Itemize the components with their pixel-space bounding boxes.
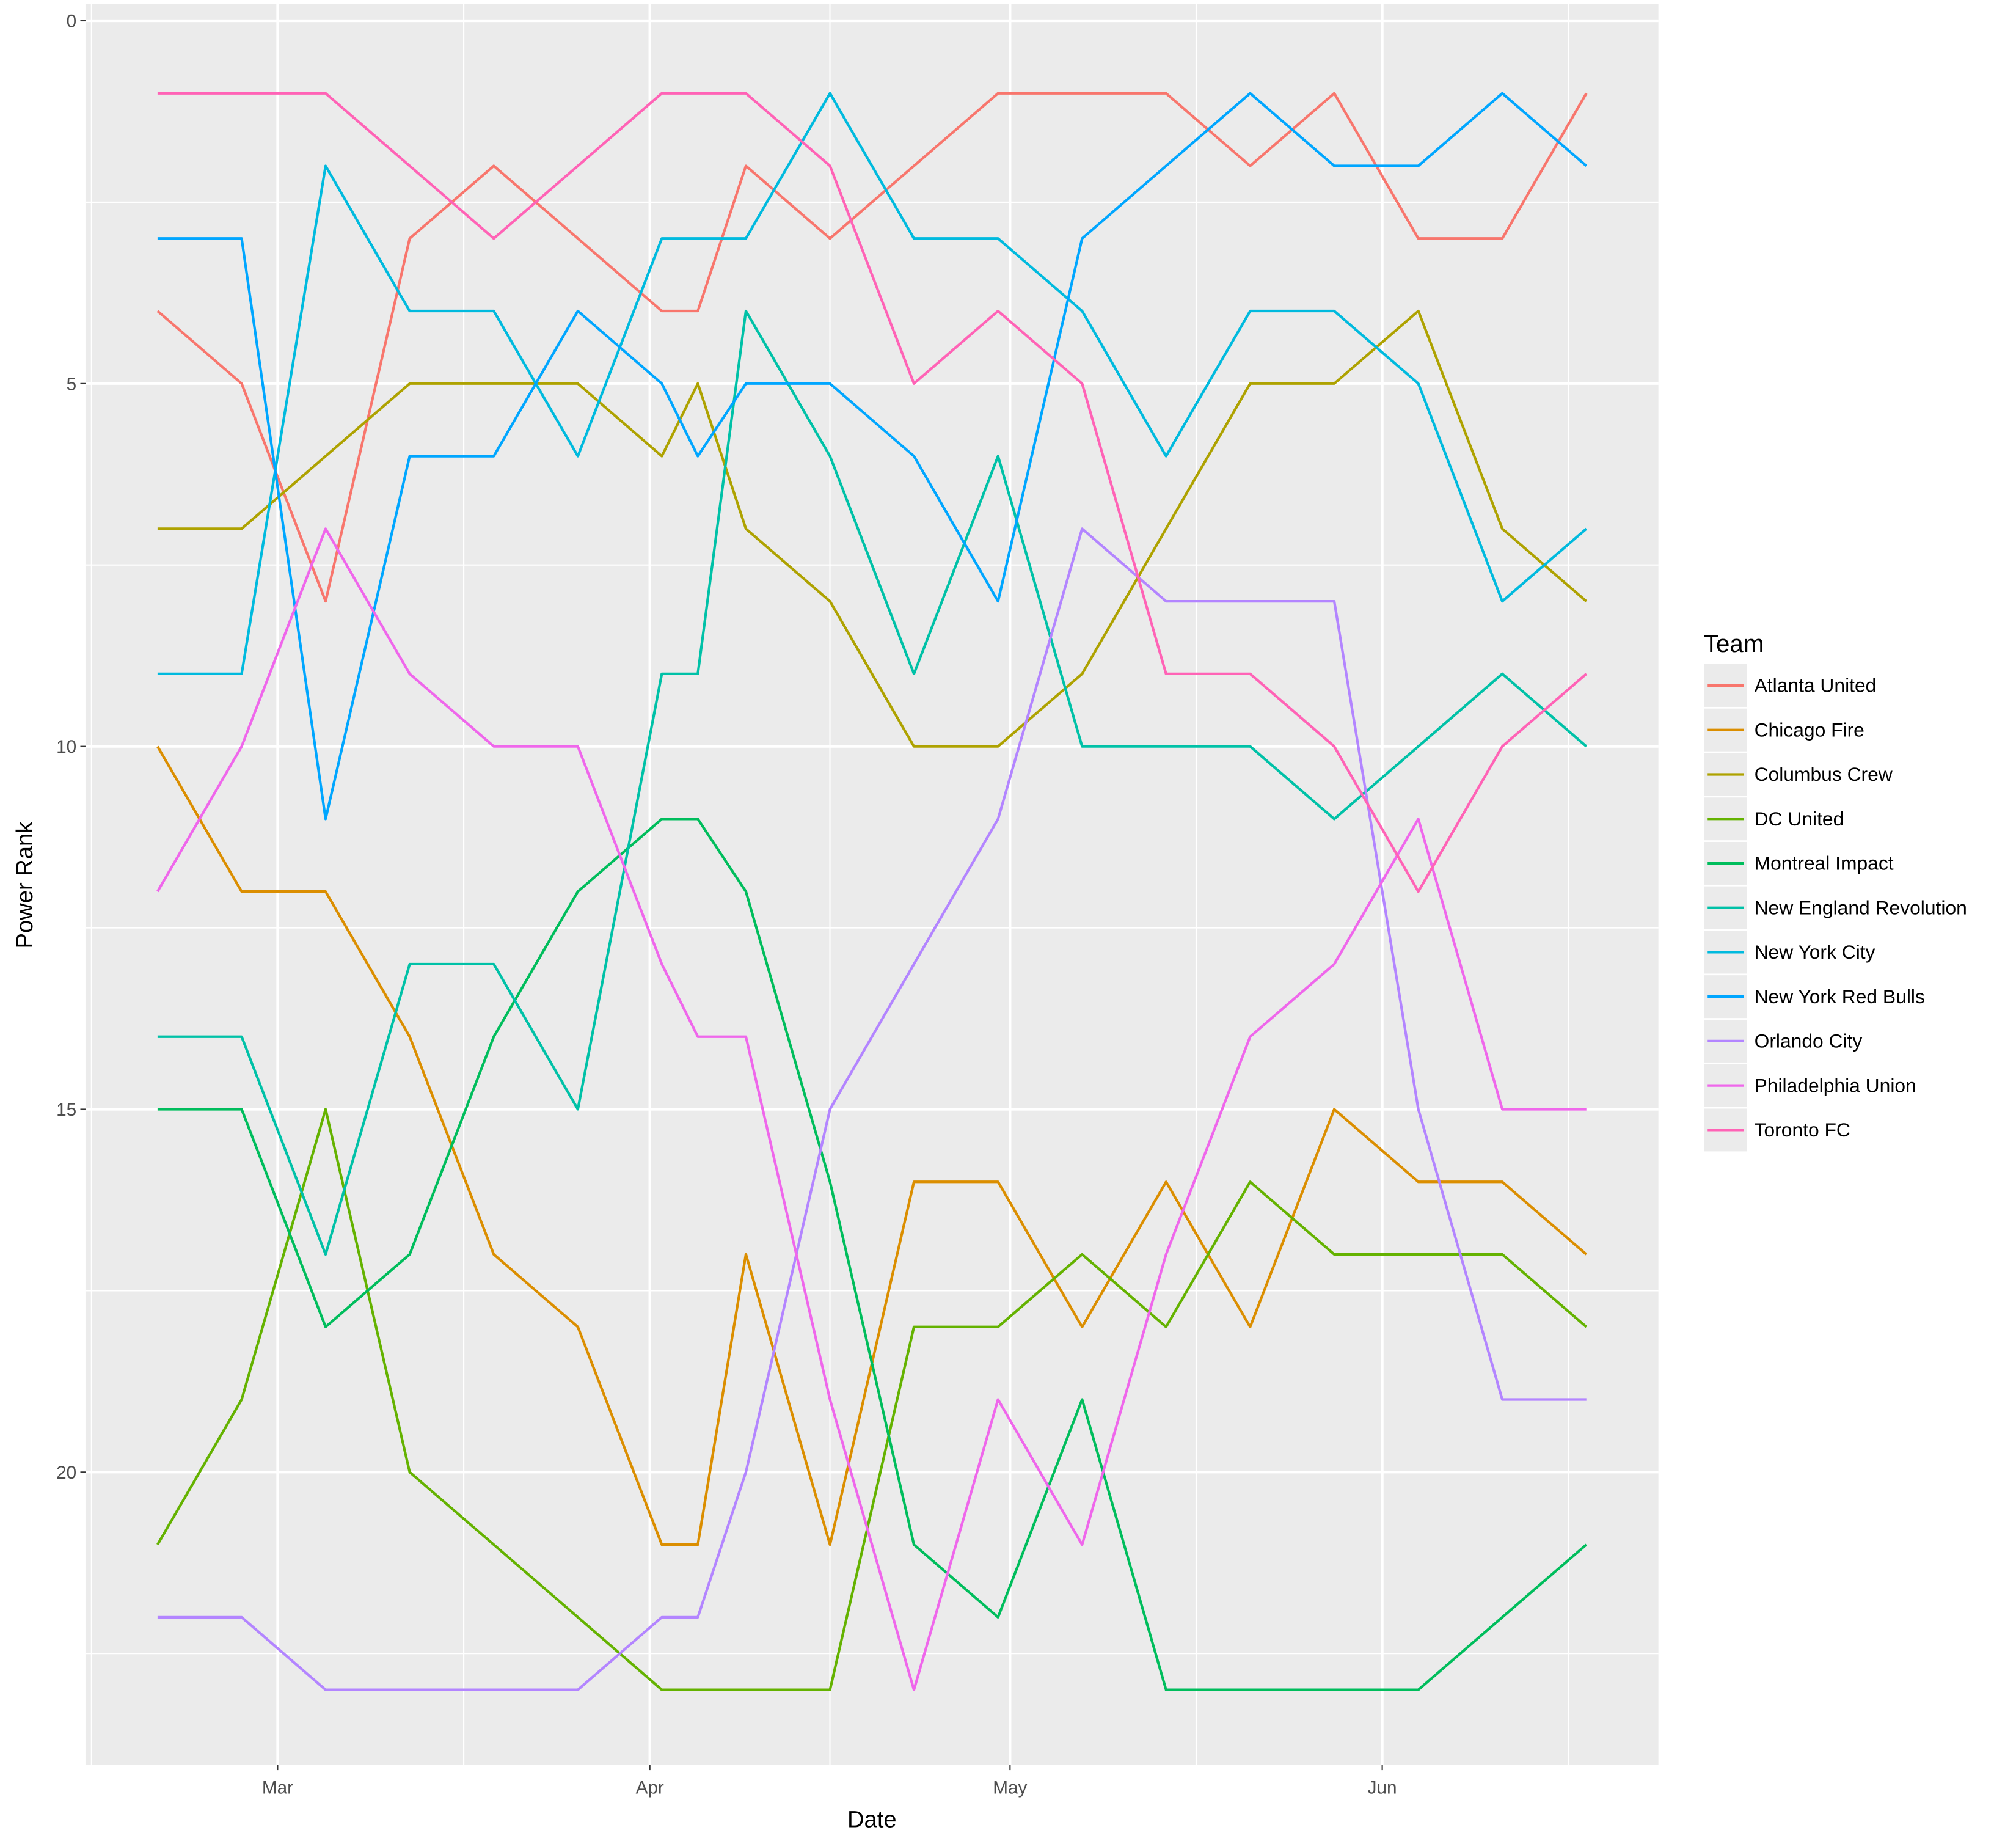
- y-axis: 0 5 10 15 20: [56, 12, 86, 1483]
- x-tick-label: Apr: [636, 1777, 664, 1798]
- series-line-montreal-impact: [157, 818, 1588, 1691]
- series-line-dc-united: [156, 1108, 1588, 1691]
- x-axis-title: Date: [847, 1806, 897, 1832]
- series-line-new-york-red-bulls: [157, 92, 1588, 821]
- legend-label: New York City: [1755, 941, 1875, 963]
- legend-label: Toronto FC: [1755, 1119, 1850, 1141]
- legend-label: Columbus Crew: [1755, 763, 1893, 785]
- y-tick-label: 15: [56, 1100, 76, 1120]
- y-tick-label: 5: [67, 374, 77, 394]
- legend-label: New York Red Bulls: [1755, 986, 1925, 1008]
- legend-label: Orlando City: [1755, 1030, 1863, 1052]
- series-line-new-york-city: [157, 92, 1588, 675]
- y-tick-label: 20: [56, 1463, 76, 1483]
- x-tick-label: May: [993, 1777, 1027, 1798]
- legend: Team Atlanta United Chicago Fire Columbus …: [1703, 630, 1967, 1153]
- legend-label: New England Revolution: [1755, 896, 1967, 918]
- series-lines: [156, 92, 1588, 1691]
- legend-label: Philadelphia Union: [1755, 1074, 1916, 1096]
- series-line-toronto-fc: [157, 92, 1588, 893]
- series-line-columbus-crew: [157, 309, 1588, 748]
- legend-label: Atlanta United: [1755, 675, 1877, 697]
- legend-label: DC United: [1755, 808, 1844, 830]
- series-line-atlanta-united: [156, 92, 1588, 603]
- x-axis: Mar Apr May Jun: [262, 1765, 1397, 1798]
- legend-title: Team: [1704, 630, 1764, 657]
- series-line-new-england-revolution: [157, 309, 1588, 1256]
- series-line-philadelphia-union: [156, 527, 1587, 1691]
- legend-label: Montreal Impact: [1755, 852, 1894, 874]
- series-line-chicago-fire: [156, 745, 1588, 1546]
- series-line-orlando-city: [157, 527, 1587, 1691]
- x-tick-label: Jun: [1368, 1777, 1397, 1798]
- y-axis-title: Power Rank: [12, 821, 38, 949]
- y-tick-label: 0: [67, 12, 77, 32]
- y-tick-label: 10: [56, 737, 76, 757]
- x-tick-label: Mar: [262, 1777, 293, 1798]
- legend-label: Chicago Fire: [1755, 719, 1864, 741]
